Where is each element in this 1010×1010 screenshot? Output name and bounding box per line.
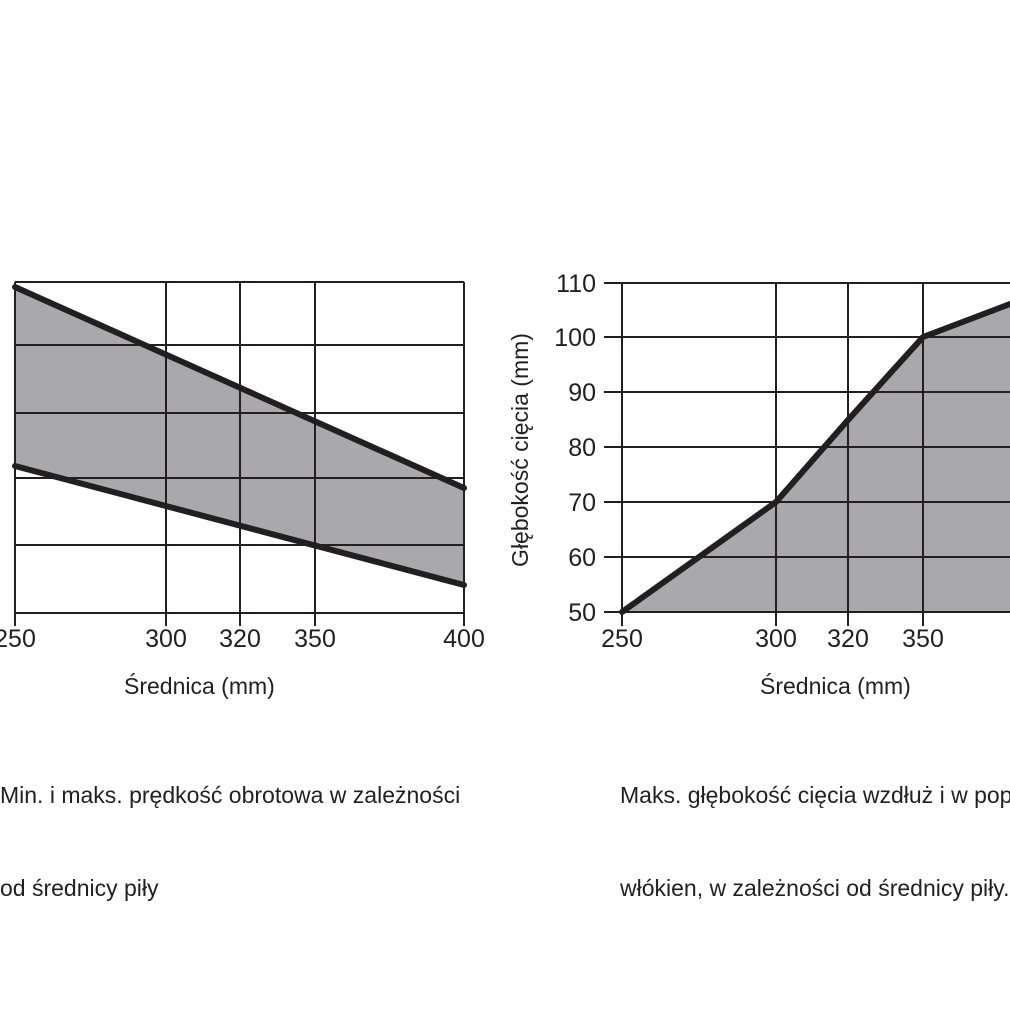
max-depth-line (619, 301, 1010, 615)
xtick-label-250: 250 (0, 625, 36, 653)
caption-right: Maks. głębokość cięcia wzdłuż i w popr w… (620, 718, 1010, 966)
xtick-label-300: 300 (755, 625, 797, 653)
speed-chart-svg: 250 300 320 350 400 (0, 281, 485, 653)
caption-left: Min. i maks. prędkość obrotowa w zależno… (0, 718, 520, 966)
caption-left-line1: Min. i maks. prędkość obrotowa w zależno… (0, 782, 461, 808)
max-speed-line (12, 284, 467, 491)
chart-depth-vs-diameter: 110 100 90 80 70 60 50 250 300 320 350 G… (500, 0, 1010, 1010)
ytick-label-50: 50 (568, 599, 596, 627)
xtick-label-320: 320 (219, 625, 261, 653)
depth-chart-svg: 110 100 90 80 70 60 50 250 300 320 350 G… (507, 270, 1010, 653)
ytick-label-60: 60 (568, 544, 596, 572)
xtick-label-400: 400 (443, 625, 485, 653)
caption-right-line1: Maks. głębokość cięcia wzdłuż i w popr (620, 782, 1010, 808)
chart-speed-vs-diameter: 250 300 320 350 400 Średnica (mm) Min. i… (0, 281, 485, 901)
ytick-label-100: 100 (554, 324, 596, 352)
y-axis-title-right: Głębokość cięcia (mm) (507, 333, 533, 567)
ytick-label-70: 70 (568, 489, 596, 517)
caption-right-line2: włókien, w zależności od średnicy piły. (620, 875, 1010, 901)
xtick-label-350: 350 (902, 625, 944, 653)
min-speed-line (12, 463, 467, 588)
ytick-label-110: 110 (556, 270, 596, 298)
xtick-label-320: 320 (827, 625, 869, 653)
x-axis-title-right: Średnica (mm) (760, 673, 911, 699)
xtick-label-300: 300 (145, 625, 187, 653)
xtick-label-350: 350 (294, 625, 336, 653)
caption-left-line2: od średnicy piły (0, 875, 159, 901)
xtick-label-250: 250 (601, 625, 643, 653)
x-axis-title-left: Średnica (mm) (124, 673, 275, 699)
ytick-label-90: 90 (568, 379, 596, 407)
ytick-label-80: 80 (568, 434, 596, 462)
